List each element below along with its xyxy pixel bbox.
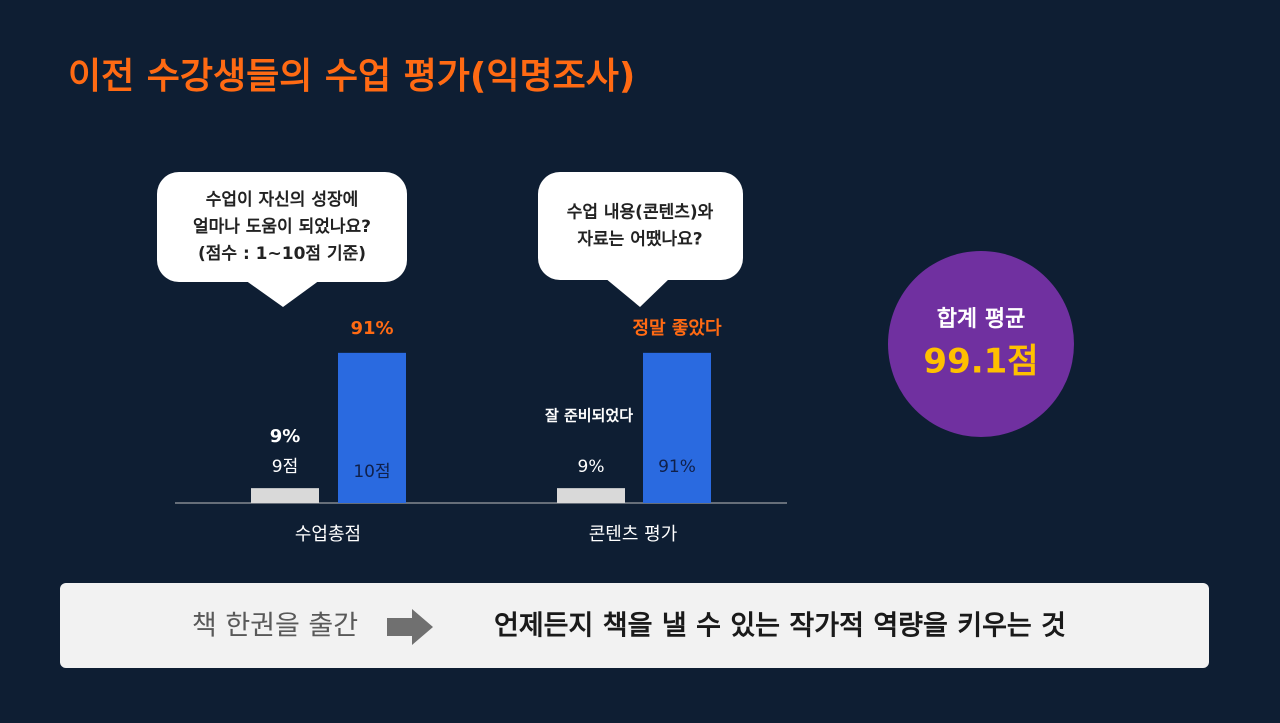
slide-title: 이전 수강생들의 수업 평가(익명조사) [68, 56, 635, 97]
bar [251, 488, 319, 503]
bar [557, 488, 625, 503]
x-category-label: 수업총점 [295, 524, 361, 545]
callout-text: 수업이 자신의 성장에 [206, 190, 359, 210]
banner-from: 책 한권을 출간 [192, 611, 358, 642]
banner [60, 583, 1209, 668]
inner-label: 10점 [353, 462, 390, 482]
callout-text: (점수 : 1~10점 기준) [198, 244, 366, 264]
inner-label: 9% [578, 457, 605, 477]
summary-label: 합계 평균 [937, 306, 1026, 332]
top-label: 정말 좋았다 [632, 318, 722, 339]
banner-to: 언제든지 책을 낼 수 있는 작가적 역량을 키우는 것 [494, 611, 1066, 642]
top-label: 91% [350, 318, 393, 339]
bar [338, 352, 406, 503]
x-category-label: 콘텐츠 평가 [589, 524, 678, 545]
callout-text: 얼마나 도움이 되었나요? [193, 216, 371, 237]
bar [643, 352, 711, 503]
top-label: 잘 준비되었다 [545, 407, 633, 425]
callout-text: 수업 내용(콘텐츠)와 [567, 203, 714, 223]
callout-text: 자료는 어땠나요? [577, 230, 702, 250]
callout [538, 172, 743, 307]
top-label: 9% [270, 426, 301, 447]
inner-label: 9점 [272, 457, 298, 477]
inner-label: 91% [658, 457, 696, 477]
callout [157, 172, 407, 307]
summary-circle [888, 251, 1074, 437]
summary-value: 99.1점 [923, 342, 1038, 382]
arrow [387, 609, 433, 645]
